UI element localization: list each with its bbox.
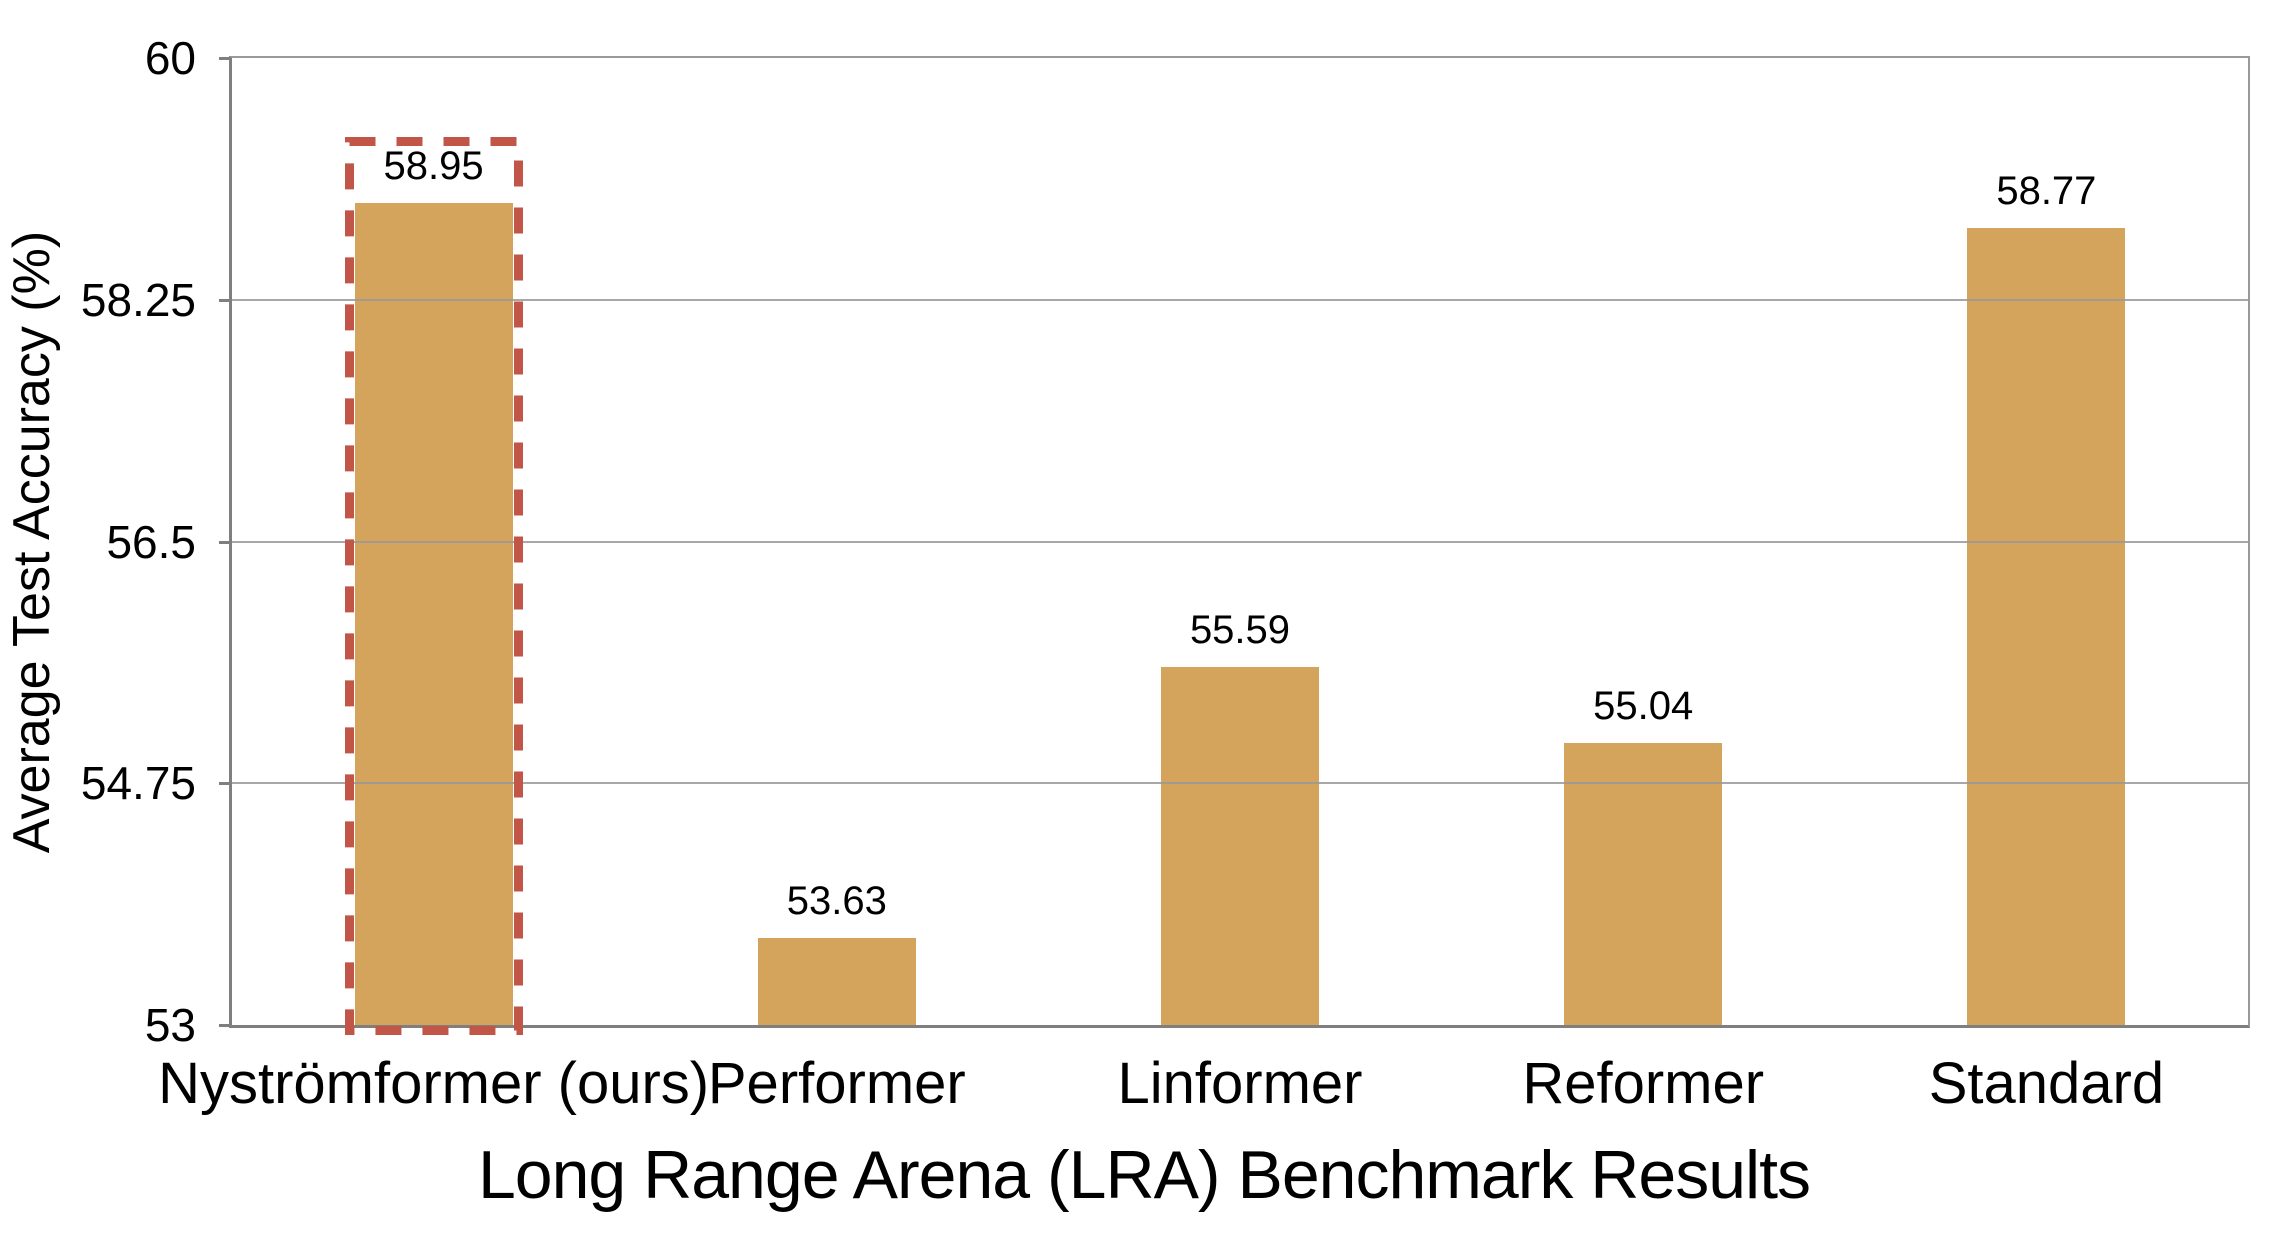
plot-inner: 58.95 53.63 55.59 55.04 58.77 — [232, 58, 2248, 1035]
y-tick-mark — [219, 540, 229, 544]
plot-area: 58.95 53.63 55.59 55.04 58.77 — [229, 56, 2250, 1035]
value-label: 55.04 — [1593, 684, 1694, 729]
value-label: 55.59 — [1189, 608, 1291, 653]
bar-nystr-mformer-ours — [354, 203, 513, 1025]
y-tick-label: 53 — [144, 999, 196, 1051]
value-label: 58.95 — [383, 144, 484, 189]
y-tick-mark — [219, 1024, 229, 1027]
x-tick-label: Reformer — [1522, 1051, 1765, 1116]
gridline — [232, 540, 2248, 543]
chart-title: Long Range Arena (LRA) Benchmark Results — [477, 1137, 1811, 1213]
y-tick-mark — [219, 782, 229, 786]
bar-linformer — [1161, 667, 1319, 1025]
gridline — [232, 782, 2248, 785]
bar-standard — [1967, 227, 2126, 1025]
x-tick-label: Linformer — [1117, 1051, 1363, 1116]
y-tick-mark — [219, 298, 229, 302]
x-tick-label: Standard — [1928, 1051, 2165, 1116]
highlight-box — [344, 137, 523, 1035]
y-tick-label: 58.25 — [80, 273, 196, 326]
bar-reformer — [1564, 743, 1723, 1025]
x-tick-label: Nyströmformer (ours) — [158, 1051, 710, 1116]
y-tick-label: 54.75 — [80, 757, 196, 810]
y-tick-label: 60 — [144, 32, 196, 84]
gridline — [232, 298, 2248, 301]
y-tick-label: 56.5 — [106, 515, 196, 568]
y-tick-mark — [219, 57, 229, 60]
highlight-box-svg — [344, 137, 523, 1035]
bar-performer — [757, 937, 916, 1025]
value-label: 53.63 — [786, 878, 887, 923]
value-label: 58.77 — [1996, 168, 2097, 213]
x-tick-label: Performer — [707, 1051, 966, 1116]
